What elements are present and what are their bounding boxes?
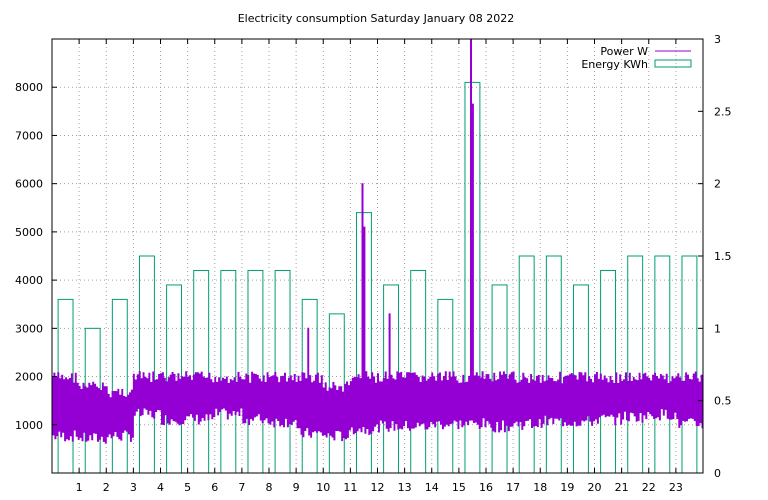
energy-bar xyxy=(111,298,128,474)
x-tick-label: 3 xyxy=(130,481,137,494)
y-left-tick-label: 6000 xyxy=(15,178,43,191)
x-tick-label: 2 xyxy=(103,481,110,494)
x-tick-label: 17 xyxy=(506,481,520,494)
x-tick-label: 19 xyxy=(560,481,574,494)
x-tick-label: 11 xyxy=(343,481,357,494)
energy-bar xyxy=(545,255,562,474)
legend: Power W Energy KWh xyxy=(581,45,692,71)
y-left-tick-label: 5000 xyxy=(15,226,43,239)
x-tick-label: 7 xyxy=(238,481,245,494)
x-tick-label: 15 xyxy=(452,481,466,494)
power-line xyxy=(52,38,703,444)
energy-bar xyxy=(518,255,535,474)
y-right-tick-label: 2 xyxy=(714,178,721,191)
energy-bar xyxy=(654,255,671,474)
x-tick-label: 20 xyxy=(588,481,602,494)
x-tick-label: 13 xyxy=(398,481,412,494)
energy-bar xyxy=(138,255,155,474)
energy-bar xyxy=(220,269,237,474)
x-tick-label: 16 xyxy=(479,481,493,494)
grid xyxy=(52,39,703,473)
power-series xyxy=(52,38,703,444)
legend-label-power: Power W xyxy=(600,45,648,58)
energy-bar xyxy=(600,269,617,474)
x-tick-label: 14 xyxy=(425,481,439,494)
y-right-tick-label: 0.5 xyxy=(714,395,732,408)
chart-title: Electricity consumption Saturday January… xyxy=(238,12,515,25)
y-right-tick-label: 2.5 xyxy=(714,105,732,118)
y-left-tick-label: 8000 xyxy=(15,81,43,94)
x-tick-label: 21 xyxy=(615,481,629,494)
legend-swatch-energy xyxy=(654,59,692,68)
x-tick-label: 23 xyxy=(669,481,683,494)
axis-ticks: 1 2 3 4 5 6 7 8 9 10 11 12 13 14 15 16 17 18 19 20 21 22 23100… xyxy=(15,33,732,494)
y-right-tick-label: 1 xyxy=(714,322,721,335)
x-tick-label: 5 xyxy=(184,481,191,494)
energy-bar xyxy=(627,255,644,474)
x-tick-label: 1 xyxy=(76,481,83,494)
y-right-tick-label: 3 xyxy=(714,33,721,46)
y-left-tick-label: 3000 xyxy=(15,322,43,335)
energy-bar xyxy=(274,269,291,474)
x-tick-label: 9 xyxy=(293,481,300,494)
x-tick-label: 22 xyxy=(642,481,656,494)
x-tick-label: 8 xyxy=(266,481,273,494)
y-right-tick-label: 0 xyxy=(714,467,721,480)
energy-bar xyxy=(681,255,698,474)
y-right-tick-label: 1.5 xyxy=(714,250,732,263)
x-tick-label: 18 xyxy=(533,481,547,494)
y-left-tick-label: 4000 xyxy=(15,274,43,287)
x-tick-label: 4 xyxy=(157,481,164,494)
legend-label-energy: Energy KWh xyxy=(581,58,648,71)
energy-bar xyxy=(247,269,264,474)
x-tick-label: 6 xyxy=(211,481,218,494)
y-left-tick-label: 7000 xyxy=(15,129,43,142)
x-tick-label: 12 xyxy=(371,481,385,494)
y-left-tick-label: 1000 xyxy=(15,419,43,432)
x-tick-label: 10 xyxy=(316,481,330,494)
energy-bar xyxy=(410,269,427,474)
y-left-tick-label: 2000 xyxy=(15,371,43,384)
